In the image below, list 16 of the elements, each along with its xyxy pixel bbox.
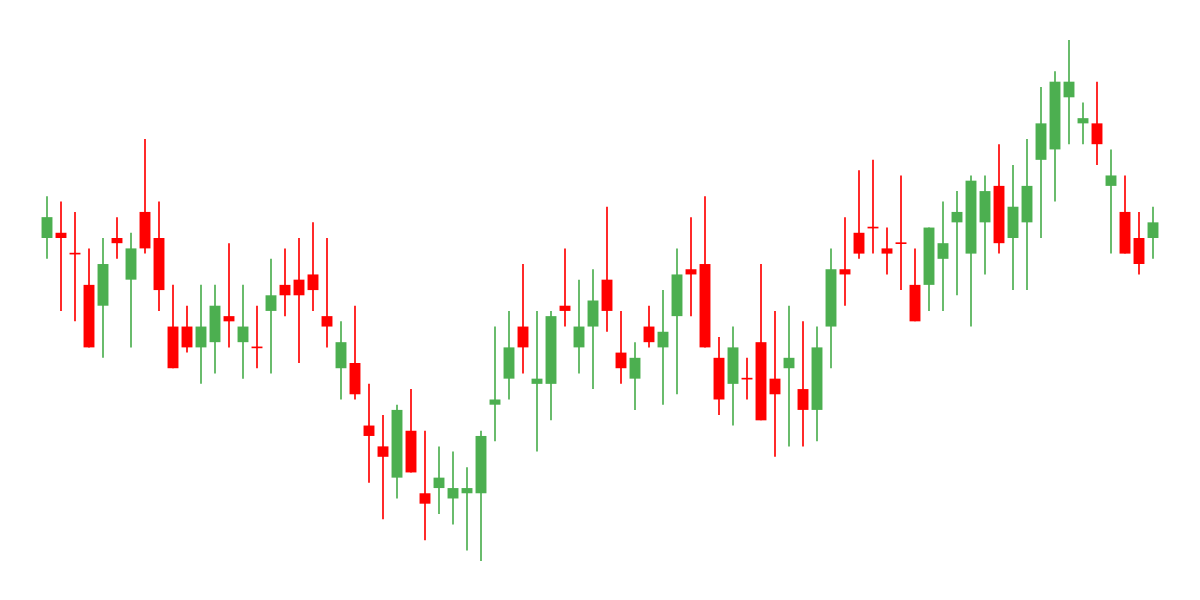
candlestick	[894, 174, 908, 291]
candlestick	[853, 169, 865, 260]
candlestick	[1091, 80, 1103, 166]
candlestick	[881, 226, 893, 276]
candlestick	[377, 414, 389, 521]
candlestick	[489, 325, 501, 443]
candlestick	[307, 221, 319, 312]
candlestick	[1105, 148, 1117, 255]
candlestick	[937, 200, 949, 312]
candlestick	[1147, 205, 1159, 260]
candlestick	[265, 257, 277, 375]
candlestick	[41, 195, 53, 260]
candlestick	[321, 237, 333, 349]
candlestick	[419, 429, 431, 541]
candlestick	[629, 341, 641, 411]
candlestick	[797, 320, 809, 448]
